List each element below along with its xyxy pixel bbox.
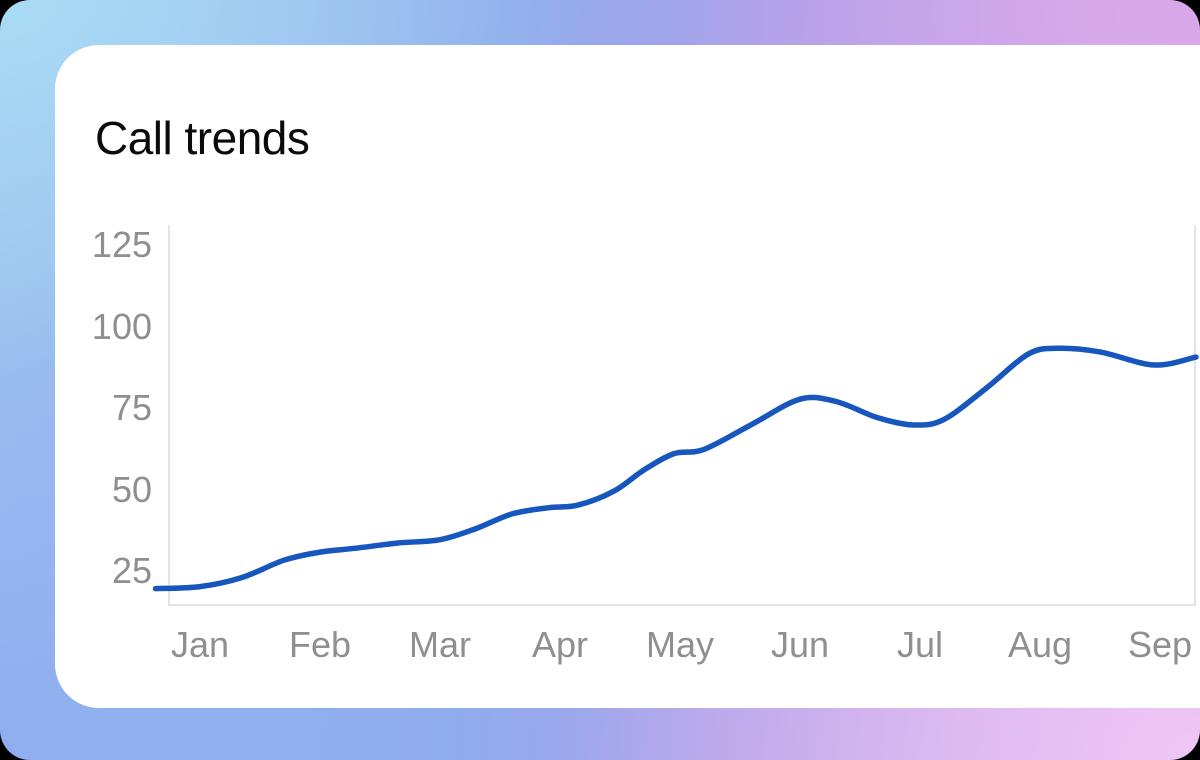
y-axis-tick-label: 100	[91, 305, 152, 347]
line-chart: 125 100 75 50 25 Jan Feb Mar Apr May Jun Jul Aug Sep	[55, 45, 1200, 708]
y-axis-tick-label: 25	[111, 550, 152, 591]
y-axis-tick-label: 50	[111, 468, 152, 510]
chart-canvas	[152, 225, 1199, 606]
y-axis-tick-label: 125	[91, 224, 152, 265]
x-axis-tick-label: May	[645, 624, 714, 665]
axis-lines	[168, 225, 1196, 606]
x-axis-tick-label: Aug	[1007, 624, 1073, 665]
x-axis-tick-label: Jun	[770, 624, 830, 665]
x-axis-tick-label: Sep	[1127, 624, 1193, 665]
x-axis-tick-label: Mar	[409, 624, 471, 665]
card-title: Call trends	[95, 112, 310, 164]
y-axis-tick-label: 75	[111, 387, 152, 428]
x-axis-tick-label: Apr	[531, 624, 589, 665]
call-trends-card: Call trends 125 100 75 50 25 Jan Feb Mar Apr May J…	[55, 45, 1200, 708]
x-axis-tick-label: Jan	[170, 624, 230, 665]
trend-line	[152, 345, 1199, 592]
x-axis-tick-label: Feb	[288, 624, 352, 665]
x-axis-tick-label: Jul	[896, 624, 944, 665]
